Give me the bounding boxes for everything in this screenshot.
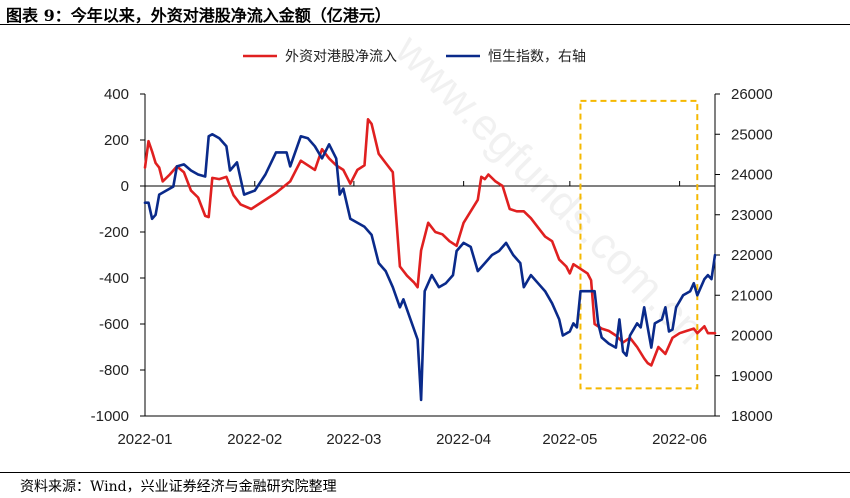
right-y-tick-label: 24000 — [731, 167, 773, 184]
source-rule — [0, 472, 850, 473]
x-tick-label: 2022-03 — [326, 431, 381, 448]
right-y-tick-label: 22000 — [731, 247, 773, 264]
source-note: 资料来源：Wind，兴业证券经济与金融研究院整理 — [20, 479, 337, 495]
x-tick-label: 2022-05 — [542, 431, 597, 448]
left-y-tick-label: -200 — [99, 224, 129, 241]
x-tick-label: 2022-06 — [652, 431, 707, 448]
left-y-tick-label: -800 — [99, 362, 129, 379]
legend-label: 外资对港股净流入 — [285, 49, 397, 65]
title-rule — [0, 24, 850, 25]
left-y-tick-label: -1000 — [91, 408, 129, 425]
right-y-tick-label: 18000 — [731, 408, 773, 425]
left-y-tick-label: -600 — [99, 316, 129, 333]
figure-title: 图表 9：今年以来，外资对港股净流入金额（亿港元） — [6, 6, 391, 25]
x-tick-label: 2022-01 — [117, 431, 172, 448]
x-tick-label: 2022-04 — [436, 431, 491, 448]
left-y-tick-label: 400 — [104, 86, 129, 103]
right-y-tick-label: 21000 — [731, 287, 773, 304]
right-y-tick-label: 19000 — [731, 368, 773, 385]
x-tick-label: 2022-02 — [227, 431, 282, 448]
right-y-tick-label: 26000 — [731, 86, 773, 103]
left-y-tick-label: -400 — [99, 270, 129, 287]
chart-axes: 400 200 0 -200 -400 -600 -800 -1000 26000 25000 24… — [91, 86, 773, 448]
highlight-box — [579, 99, 699, 390]
chart-legend: 外资对港股净流入 恒生指数，右轴 — [243, 49, 586, 65]
highlight-range — [579, 99, 699, 390]
line-chart: www.egfunds.com.cn 400 200 0 -200 -400 -600 -8… — [91, 25, 773, 448]
legend-label: 恒生指数，右轴 — [488, 49, 586, 65]
chart-series — [143, 118, 717, 402]
series-line-hang-seng — [143, 133, 717, 402]
left-y-tick-label: 200 — [104, 132, 129, 149]
series-line-foreign-flow — [143, 118, 717, 367]
right-y-tick-label: 20000 — [731, 328, 773, 345]
right-y-tick-label: 25000 — [731, 126, 773, 143]
right-y-tick-label: 23000 — [731, 207, 773, 224]
left-y-tick-label: 0 — [121, 178, 129, 195]
watermark-text: www.egfunds.com.cn — [385, 25, 714, 354]
